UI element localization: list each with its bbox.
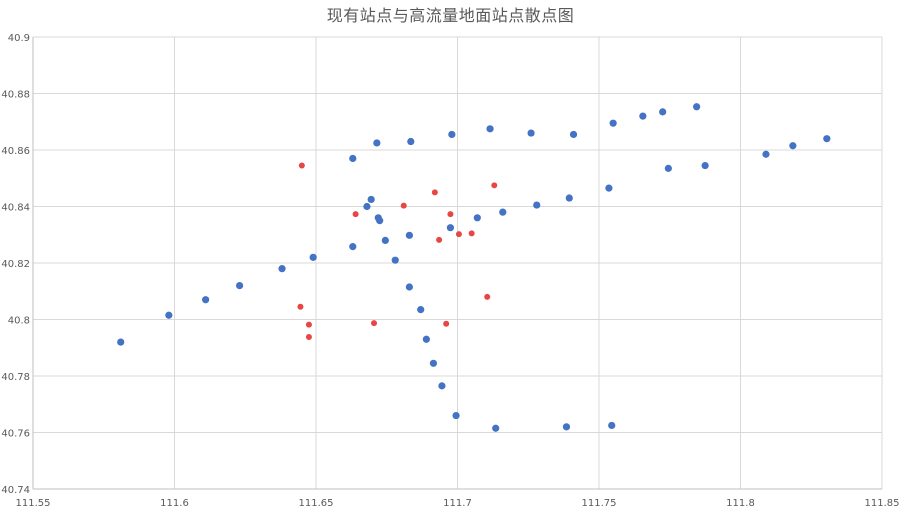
data-point-blue <box>202 296 210 304</box>
y-tick-label: 40.82 <box>1 259 30 270</box>
data-point-red <box>298 162 305 169</box>
data-point-blue <box>693 103 701 111</box>
x-axis-tick-labels: 111.55 111.6 111.65 111.7 111.75 111.8 111.85 <box>16 498 900 509</box>
data-point-blue <box>664 164 672 172</box>
data-point-red <box>305 334 312 341</box>
data-point-blue <box>569 130 578 139</box>
data-points <box>117 103 831 432</box>
data-point-blue <box>701 161 709 170</box>
data-point-blue <box>376 217 384 225</box>
x-tick-label: 111.6 <box>160 498 189 509</box>
data-point-red <box>484 293 491 300</box>
data-point-red <box>400 202 407 209</box>
data-point-blue <box>565 194 573 202</box>
data-point-red <box>305 321 312 328</box>
data-point-blue <box>492 424 500 432</box>
data-point-blue <box>165 311 173 319</box>
y-tick-label: 40.9 <box>8 33 30 44</box>
x-tick-label: 111.65 <box>299 498 334 509</box>
data-point-blue <box>235 282 244 290</box>
axes <box>32 37 882 490</box>
data-point-blue <box>349 154 357 163</box>
data-point-red <box>371 320 378 327</box>
data-point-blue <box>407 137 415 146</box>
data-point-blue <box>486 125 494 133</box>
data-point-blue <box>639 112 647 120</box>
data-point-blue <box>448 130 456 139</box>
data-point-red <box>468 230 475 237</box>
data-point-blue <box>446 224 455 232</box>
y-tick-label: 40.8 <box>8 316 30 327</box>
y-tick-label: 40.74 <box>1 485 30 496</box>
data-point-blue <box>609 119 617 127</box>
data-point-blue <box>499 208 507 216</box>
data-point-red <box>447 211 454 218</box>
data-point-red <box>436 236 443 243</box>
y-tick-label: 40.84 <box>1 203 30 214</box>
data-point-red <box>352 211 359 218</box>
data-point-blue <box>391 256 399 264</box>
data-point-blue <box>452 411 460 420</box>
data-point-blue <box>608 421 616 430</box>
data-point-red <box>443 320 450 327</box>
y-tick-label: 40.86 <box>1 146 30 157</box>
data-point-blue <box>417 306 425 314</box>
chart-title: 现有站点与高流量地面站点散点图 <box>326 6 575 25</box>
y-tick-label: 40.78 <box>1 372 30 383</box>
y-tick-label: 40.88 <box>1 90 30 101</box>
data-point-blue <box>438 382 446 390</box>
data-point-blue <box>605 184 613 192</box>
x-tick-label: 111.55 <box>16 498 51 509</box>
data-point-blue <box>367 195 375 204</box>
data-point-blue <box>278 265 286 273</box>
data-point-blue <box>405 283 413 291</box>
data-point-blue <box>405 231 413 239</box>
data-point-blue <box>659 108 667 116</box>
data-point-blue <box>789 142 797 150</box>
x-tick-label: 111.75 <box>582 498 617 509</box>
data-point-red <box>455 231 462 238</box>
y-axis-tick-labels: 40.74 40.76 40.78 40.8 40.82 40.84 40.86 40.88 4… <box>1 33 30 496</box>
x-tick-label: 111.85 <box>865 498 900 509</box>
data-point-blue <box>309 253 317 261</box>
grid-lines <box>32 36 883 490</box>
data-point-blue <box>349 243 357 251</box>
data-point-blue <box>422 335 430 343</box>
data-point-blue <box>562 423 571 431</box>
x-tick-label: 111.7 <box>443 498 472 509</box>
x-tick-label: 111.8 <box>726 498 755 509</box>
data-point-blue <box>117 338 125 346</box>
data-point-red <box>431 189 438 196</box>
data-point-blue <box>429 359 438 367</box>
data-point-red <box>297 303 304 310</box>
data-point-blue <box>527 129 535 137</box>
data-point-blue <box>363 202 371 211</box>
data-point-blue <box>473 214 481 222</box>
data-point-blue <box>381 236 389 244</box>
data-point-blue <box>762 150 770 158</box>
data-point-blue <box>533 201 541 209</box>
data-point-blue <box>373 139 381 147</box>
y-tick-label: 40.76 <box>1 429 30 440</box>
data-point-red <box>491 182 498 189</box>
data-point-blue <box>823 135 831 143</box>
